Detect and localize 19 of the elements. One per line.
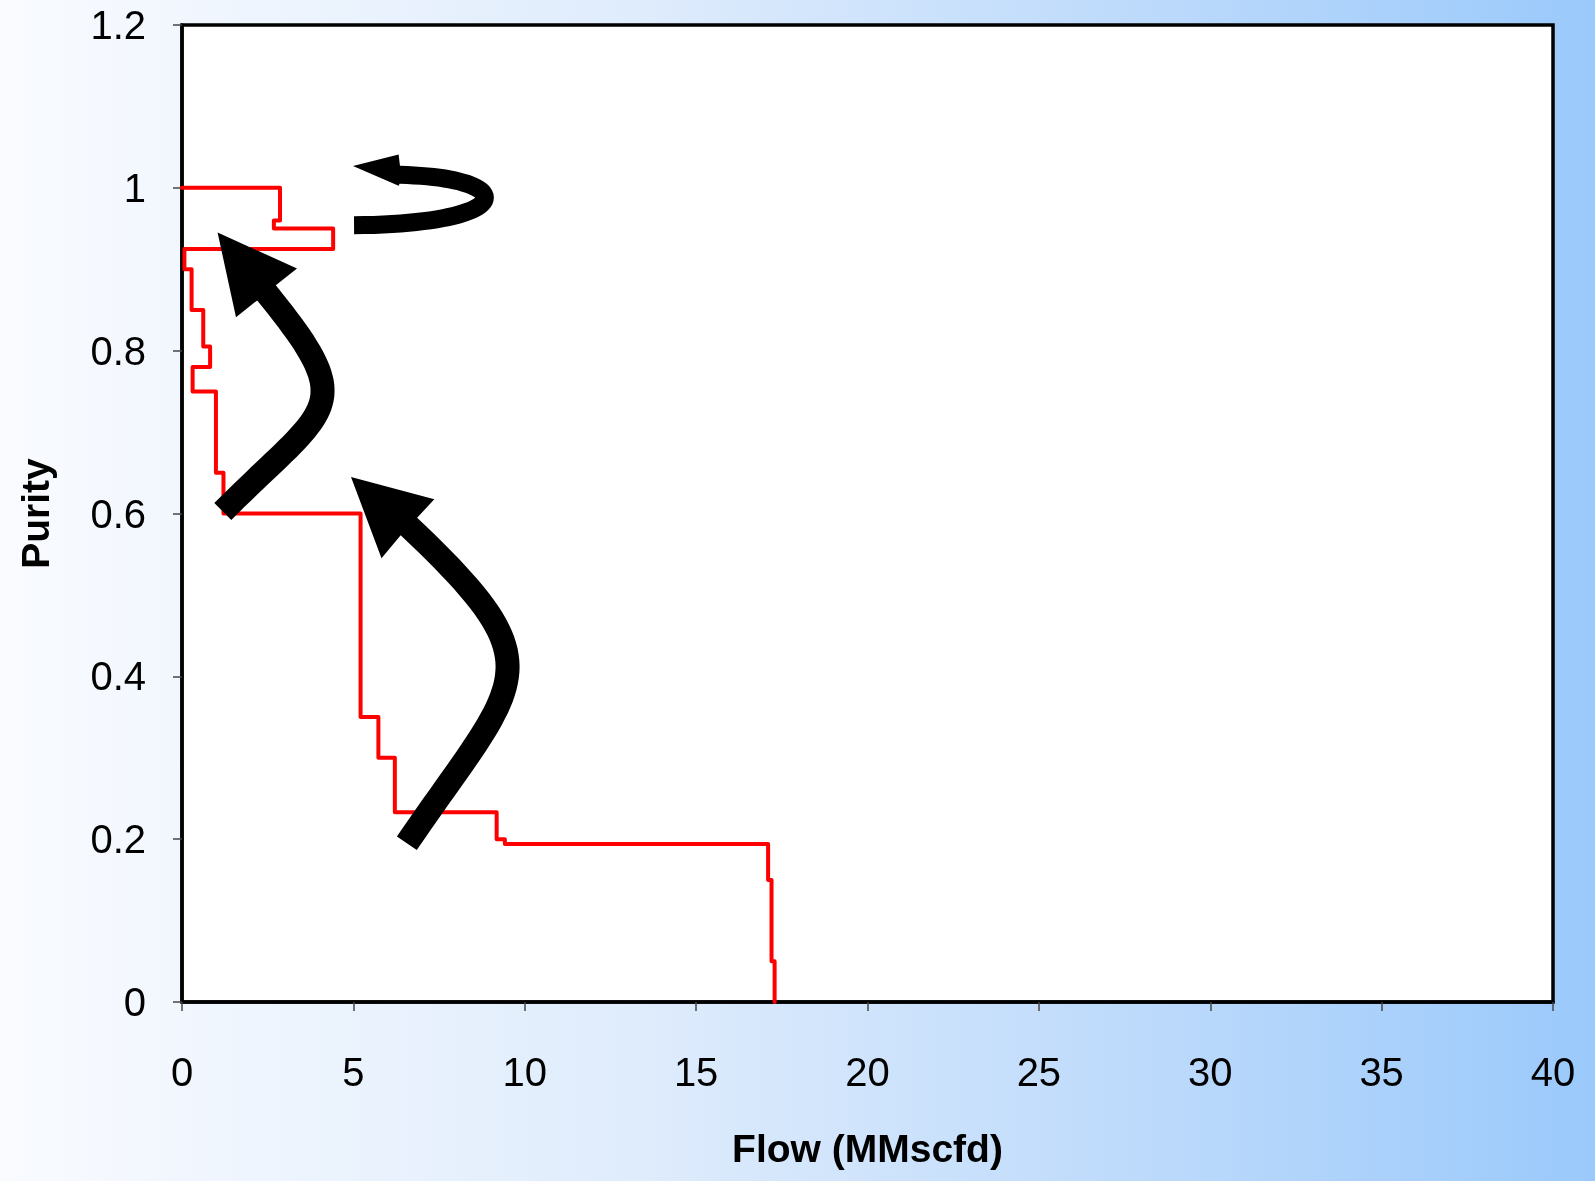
- y-tick-label: 0.2: [90, 817, 146, 862]
- y-axis-title: Purity: [14, 457, 57, 569]
- y-tick-label: 1: [123, 165, 146, 210]
- line-series: [180, 185, 777, 1004]
- x-tick-label: 15: [673, 1050, 719, 1094]
- x-tick-label: 40: [1530, 1050, 1576, 1094]
- y-tick-label: 1.2: [90, 3, 146, 47]
- x-axis-title: Flow (MMscfd): [732, 1127, 1003, 1170]
- x-tick-label: 5: [342, 1050, 365, 1094]
- x-tick-label: 25: [1016, 1050, 1062, 1094]
- x-tick-label: 30: [1188, 1050, 1233, 1094]
- y-tick-label: 0: [123, 980, 146, 1024]
- y-tick-label: 0.4: [90, 654, 146, 699]
- y-tick-label: 0.6: [90, 491, 146, 536]
- x-tick-label: 35: [1359, 1050, 1404, 1094]
- x-tick-label: 10: [502, 1050, 547, 1094]
- y-tick-label: 0.8: [90, 328, 146, 373]
- x-tick-label: 0: [170, 1050, 194, 1094]
- x-tick-label: 20: [845, 1050, 890, 1094]
